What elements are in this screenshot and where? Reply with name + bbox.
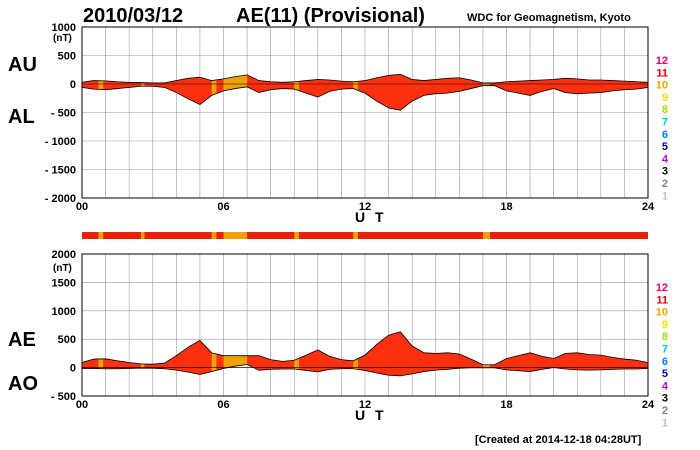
al-label: AL <box>8 106 35 128</box>
y-tick-label: - 2000 <box>45 193 76 205</box>
legend-level-label: 2 <box>662 405 668 417</box>
series-line-au <box>81 73 649 84</box>
y-tick-label: 1000 <box>52 22 76 34</box>
legend-level-label: 11 <box>656 294 668 306</box>
legend-level-label: 1 <box>662 417 668 429</box>
station-count-overlay <box>223 331 248 376</box>
y-tick-label: 500 <box>58 51 76 63</box>
y-tick-label: - 500 <box>51 108 76 120</box>
station-count-overlay <box>211 331 217 376</box>
series-line-ae <box>81 331 649 366</box>
legend-level-label: 7 <box>662 117 668 129</box>
plot-frame-bottom <box>81 253 649 397</box>
station-coverage-segment <box>353 232 358 239</box>
legend-level-label: 9 <box>662 92 668 104</box>
station-count-overlay <box>211 74 217 111</box>
legend-level-label: 5 <box>662 368 668 380</box>
x-tick-label: 12 <box>359 201 371 213</box>
legend-level-label: 4 <box>662 380 669 392</box>
y-tick-label: 0 <box>70 363 76 375</box>
chart-title: AE(11) (Provisional) <box>236 5 425 27</box>
station-coverage-segment <box>482 232 490 239</box>
legend-level-label: 9 <box>662 319 668 331</box>
chart-source: WDC for Geomagnetism, Kyoto <box>467 12 631 24</box>
y-tick-label: - 1500 <box>45 165 76 177</box>
x-tick-label: 24 <box>642 399 655 411</box>
legend-level-label: 1 <box>662 190 668 202</box>
y-tick-label: 1500 <box>52 277 76 289</box>
legend-level-label: 4 <box>662 153 669 165</box>
x-tick-label: 12 <box>359 399 371 411</box>
station-count-overlay <box>353 331 358 376</box>
station-count-overlay <box>140 331 145 376</box>
legend-level-label: 3 <box>662 393 668 405</box>
station-coverage-bar <box>82 232 648 239</box>
y-tick-label: - 1000 <box>45 136 76 148</box>
y-tick-label: 1000 <box>52 306 76 318</box>
x-tick-label: 00 <box>76 399 88 411</box>
station-count-overlay <box>294 331 299 376</box>
station-coverage-segment <box>211 232 217 239</box>
legend-level-label: 6 <box>662 356 668 368</box>
station-count-overlay <box>482 331 490 376</box>
y-tick-label: 0 <box>70 79 76 91</box>
x-tick-label: 00 <box>76 201 88 213</box>
legend-level-label: 11 <box>656 67 668 79</box>
x-tick-label: 18 <box>500 201 512 213</box>
x-tick-label: 06 <box>217 201 229 213</box>
x-axis-label-bottom: U T <box>355 407 387 423</box>
legend-level-label: 8 <box>662 331 668 343</box>
legend-level-label: 3 <box>662 166 668 178</box>
legend-level-label: 10 <box>656 307 668 319</box>
x-axis-label-top: U T <box>355 209 387 225</box>
plot-frame-top <box>81 26 649 199</box>
unit-label-bottom: (nT) <box>53 263 72 274</box>
au-label: AU <box>8 54 37 76</box>
legend-level-label: 10 <box>656 80 668 92</box>
station-count-overlay <box>98 331 104 376</box>
legend-level-label: 12 <box>656 55 668 67</box>
ao-label: AO <box>8 373 38 395</box>
y-tick-label: 500 <box>58 334 76 346</box>
ae-label: AE <box>8 329 36 351</box>
station-coverage-segment <box>294 232 299 239</box>
x-tick-label: 06 <box>217 399 229 411</box>
legend-level-label: 2 <box>662 178 668 190</box>
x-tick-label: 24 <box>642 201 655 213</box>
station-coverage-segment <box>223 232 248 239</box>
legend-level-label: 5 <box>662 141 668 153</box>
station-coverage-segment <box>98 232 104 239</box>
station-coverage-segment <box>140 232 145 239</box>
y-tick-label: - 500 <box>51 391 76 403</box>
legend-level-label: 12 <box>656 282 668 294</box>
chart-date: 2010/03/12 <box>83 5 183 27</box>
x-tick-label: 18 <box>500 399 512 411</box>
unit-label-top: (nT) <box>53 33 72 44</box>
created-timestamp: [Created at 2014-12-18 04:28UT] <box>475 434 642 446</box>
y-tick-label: 2000 <box>52 249 76 261</box>
legend-level-label: 7 <box>662 344 668 356</box>
legend-level-label: 6 <box>662 129 668 141</box>
legend-level-label: 8 <box>662 104 668 116</box>
series-line-al <box>81 85 649 111</box>
